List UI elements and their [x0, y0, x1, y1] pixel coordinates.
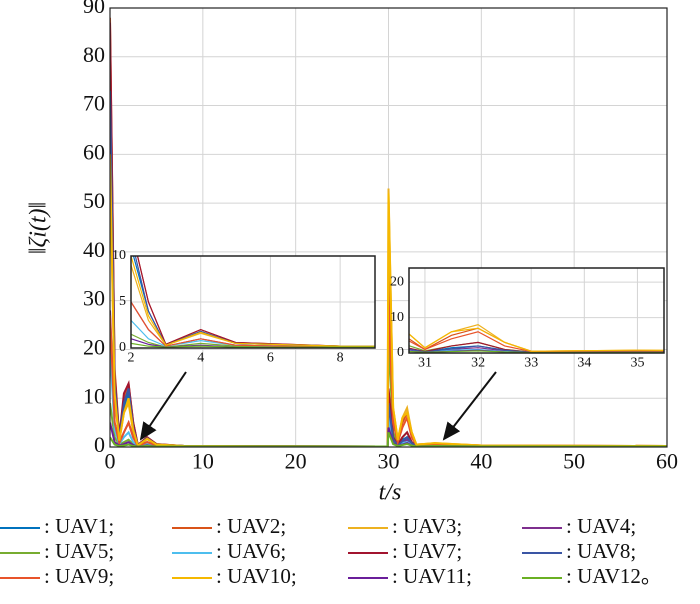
x-tick-label: 4 [197, 351, 204, 366]
x-tick-label: 10 [192, 449, 214, 474]
plot-frame [109, 7, 668, 448]
legend-label: : UAV1; [44, 514, 114, 538]
x-tick-label: 8 [337, 351, 344, 366]
arrow [139, 371, 187, 441]
x-tick-label: 0 [105, 449, 116, 474]
y-tick-label: 90 [83, 0, 105, 18]
y-tick-label: 0 [119, 340, 126, 355]
inset: 31 32 33 34 35 0 10 20 [390, 267, 665, 371]
y-tick-label: 50 [83, 188, 105, 213]
plot-frame [408, 267, 665, 354]
x-tick-label: 20 [285, 449, 307, 474]
legend-label: : UAV7; [392, 539, 462, 563]
x-tick-label: 40 [470, 449, 492, 474]
y-tick-label: 70 [83, 91, 105, 116]
x-tick-label: 31 [418, 356, 432, 371]
x-axis-label: t/s [379, 480, 402, 506]
y-tick-label: 10 [112, 248, 126, 263]
legend-label: : UAV11; [392, 564, 472, 588]
y-tick-label: 5 [119, 294, 126, 309]
x-tick-label: 30 [378, 449, 400, 474]
legend-label: : UAV2; [216, 514, 286, 538]
legend-label: : UAV3; [392, 514, 462, 538]
y-tick-label: 80 [83, 42, 105, 67]
series-line [409, 331, 664, 353]
arrow [442, 371, 497, 441]
legend-label: : UAV8; [566, 539, 636, 563]
y-tick-label: 0 [94, 432, 105, 457]
series-line [409, 345, 664, 353]
x-tick-label: 6 [267, 351, 274, 366]
y-tick-label: 40 [83, 237, 105, 262]
y-tick-label: 0 [397, 345, 404, 360]
x-tick-label: 2 [128, 351, 135, 366]
legend: : UAV1;: UAV2;: UAV3;: UAV4;: UAV5;: UAV… [0, 514, 662, 588]
y-axis-label: ‖ζi(t)‖ [26, 202, 52, 255]
y-tick-label: 10 [83, 383, 105, 408]
y-tick-label: 10 [390, 310, 404, 325]
legend-label: : UAV6; [216, 539, 286, 563]
legend-label: : UAV4; [566, 514, 636, 538]
x-tick-label: 34 [577, 356, 591, 371]
series-line [409, 327, 664, 352]
legend-label: : UAV5; [44, 539, 114, 563]
y-tick-label: 30 [83, 286, 105, 311]
inset: 2 4 6 8 0 5 10 [112, 248, 376, 366]
y-tick-label: 20 [390, 274, 404, 289]
legend-label: : UAV10; [216, 564, 297, 588]
x-tick-label: 60 [656, 449, 678, 474]
y-tick-label: 60 [83, 139, 105, 164]
x-tick-label: 33 [524, 356, 538, 371]
x-tick-label: 35 [630, 356, 644, 371]
y-tick-label: 20 [83, 334, 105, 359]
legend-label: : UAV12。 [566, 564, 662, 588]
plot-frame [130, 255, 376, 349]
legend-label: : UAV9; [44, 564, 114, 588]
x-tick-label: 32 [471, 356, 485, 371]
x-tick-label: 50 [563, 449, 585, 474]
